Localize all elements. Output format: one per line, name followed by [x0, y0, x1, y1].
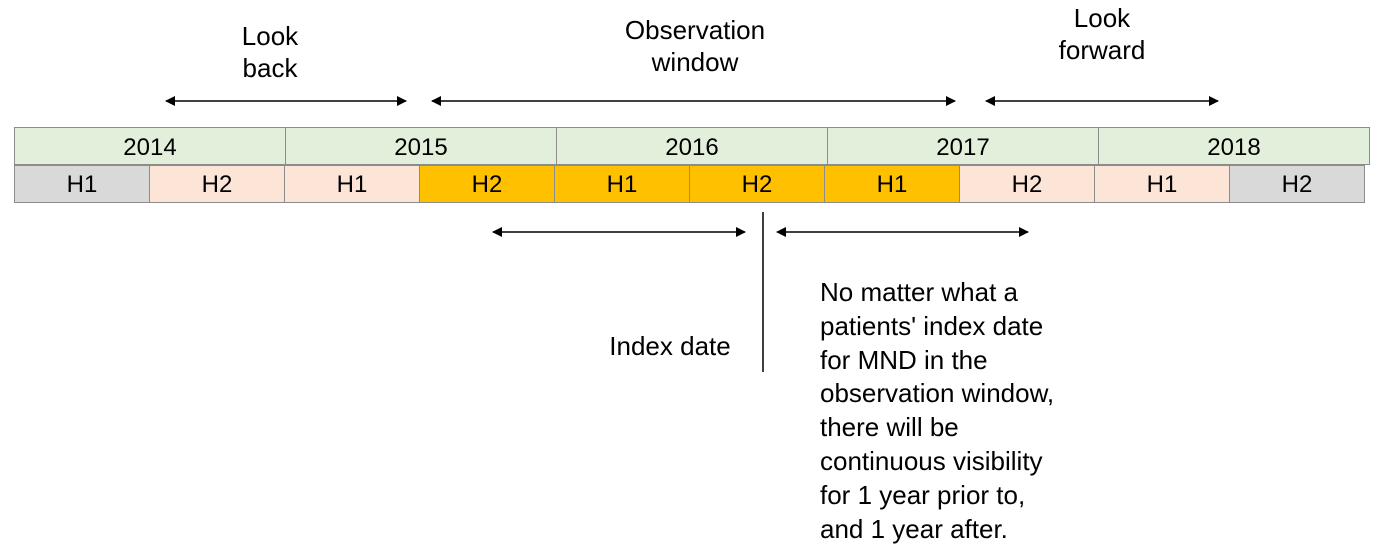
look-back-line-2: back [242, 53, 298, 83]
look-forward-label: Look forward [1032, 2, 1172, 66]
year-cell-2016: 2016 [556, 127, 828, 165]
look-forward-line-1: Look [1073, 3, 1131, 33]
half-cell-2015-h2: H2 [419, 165, 555, 203]
look-back-label: Look back [200, 20, 340, 84]
note-line-6: continuous visibility [820, 445, 1043, 476]
look-back-line-1: Look [241, 21, 299, 51]
half-year-row: H1 H2 H1 H2 H1 H2 H1 H2 H1 H2 [14, 165, 1374, 203]
half-cell-2016-h2: H2 [689, 165, 825, 203]
note-line-4: observation window, [820, 378, 1055, 409]
year-row: 2014 2015 2016 2017 2018 [14, 127, 1374, 165]
half-cell-2017-h1: H1 [824, 165, 960, 203]
year-cell-2015: 2015 [285, 127, 557, 165]
half-cell-2014-h1: H1 [14, 165, 150, 203]
half-cell-2018-h1: H1 [1094, 165, 1230, 203]
half-cell-2015-h1: H1 [284, 165, 420, 203]
note-line-7: for 1 year prior to, [820, 479, 1026, 510]
note-line-5: there will be [820, 412, 959, 443]
note-line-3: for MND in the [820, 344, 988, 375]
year-cell-2014: 2014 [14, 127, 286, 165]
observation-window-line-2: window [651, 47, 739, 77]
half-cell-2014-h2: H2 [149, 165, 285, 203]
timeline: 2014 2015 2016 2017 2018 H1 H2 H1 H2 H1 … [14, 127, 1374, 203]
note-line-8: and 1 year after. [820, 513, 1008, 544]
index-date-label: Index date [609, 331, 731, 361]
note-line-2: patients' index date [820, 310, 1044, 341]
look-forward-line-2: forward [1058, 35, 1146, 65]
observation-window-label: Observation window [575, 14, 815, 78]
half-cell-2018-h2: H2 [1229, 165, 1365, 203]
note-line-1: No matter what a [820, 277, 1018, 307]
year-cell-2018: 2018 [1098, 127, 1370, 165]
visibility-note: No matter what a patients' index date fo… [820, 276, 1380, 546]
year-cell-2017: 2017 [827, 127, 1099, 165]
observation-window-line-1: Observation [624, 15, 766, 45]
half-cell-2017-h2: H2 [959, 165, 1095, 203]
half-cell-2016-h1: H1 [554, 165, 690, 203]
